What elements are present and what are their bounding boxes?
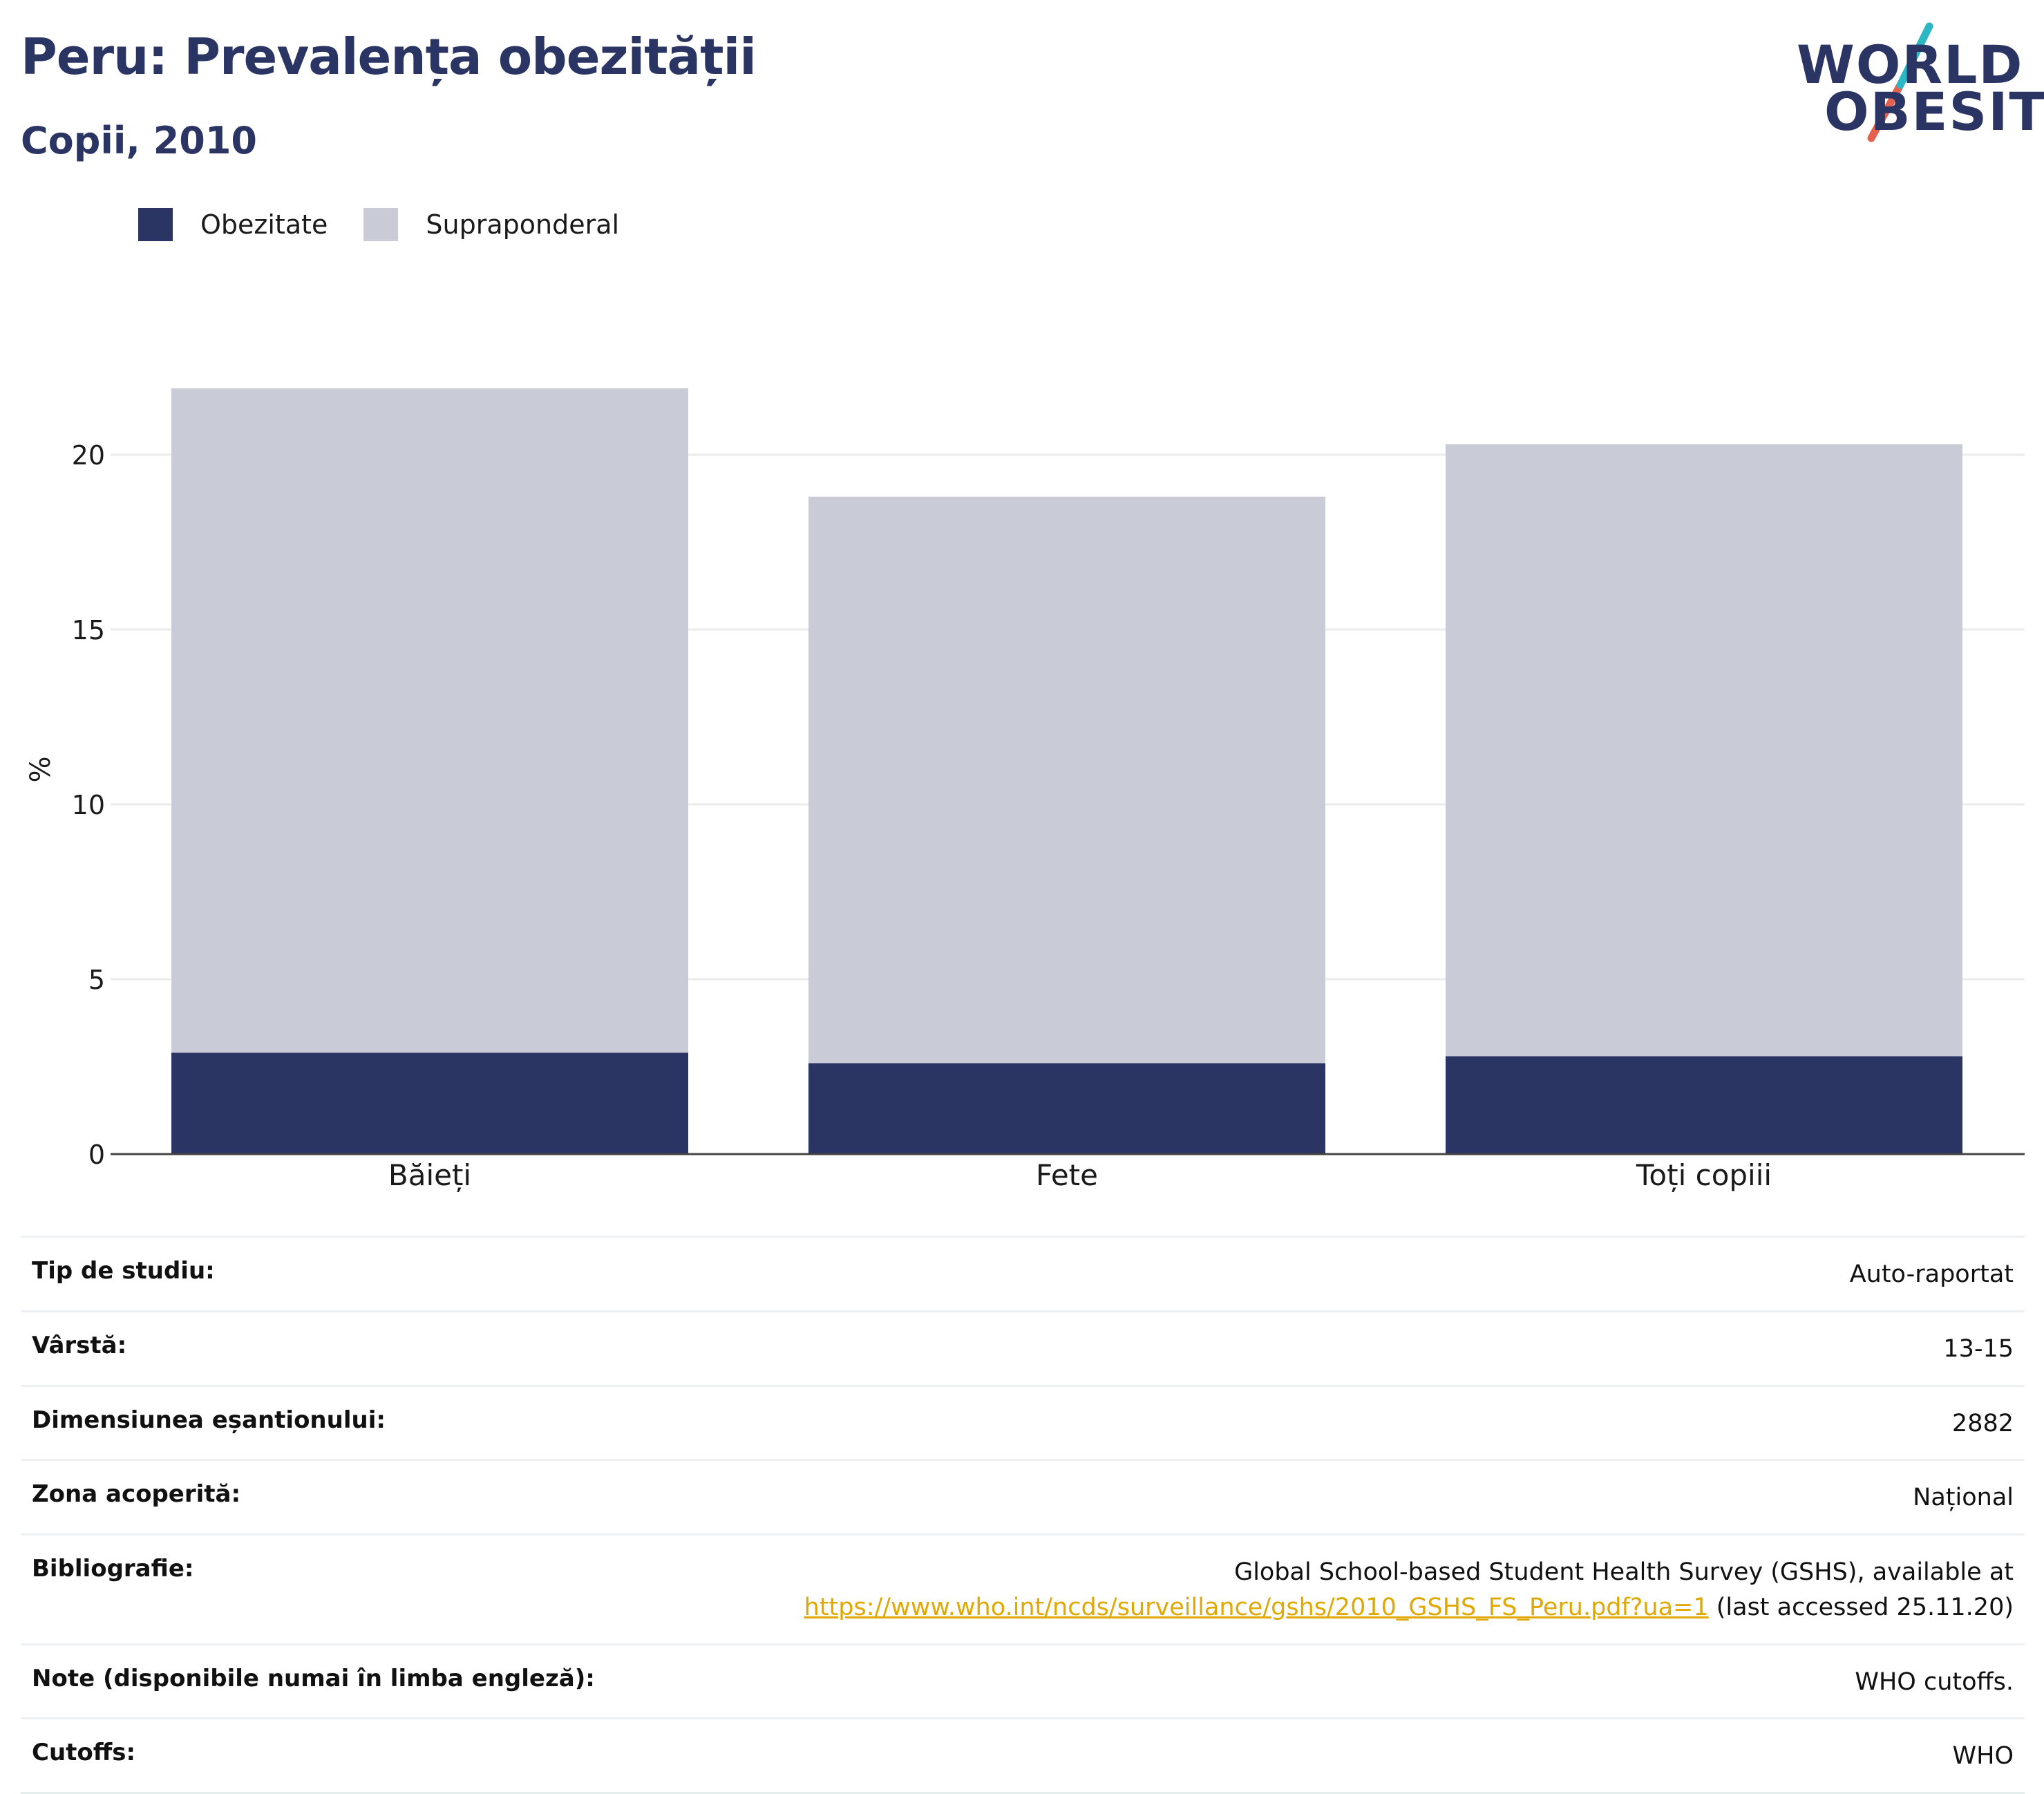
info-value: 13-15 (1943, 1334, 2014, 1363)
legend-swatch-obesity (138, 208, 173, 241)
legend-item-overweight[interactable]: Supraponderal (363, 208, 619, 241)
bibliography-link[interactable]: https://www.who.int/ncds/surveillance/gs… (804, 1593, 1709, 1621)
info-row-sample-size: Dimensiunea eșantionului: 2882 (21, 1384, 2025, 1460)
bar-overweight (808, 496, 1325, 1064)
info-value: Național (1913, 1484, 2014, 1512)
legend-item-obesity[interactable]: Obezitate (138, 208, 328, 241)
bibliography-text: Global School-based Student Health Surve… (1234, 1558, 2014, 1586)
info-value-bibliography: Global School-based Student Health Surve… (804, 1555, 2014, 1625)
bar-obesity (171, 1052, 688, 1154)
logo-line2: OBESITY (1824, 81, 2044, 142)
logo-slash-icon (1867, 22, 1933, 142)
info-value: Auto-raportat (1849, 1260, 2014, 1288)
bar-obesity (1446, 1056, 1962, 1154)
y-tick-label: 10 (72, 790, 105, 820)
chart-subtitle: Copii, 2010 (21, 119, 258, 162)
y-tick-label: 5 (88, 965, 105, 995)
legend-swatch-overweight (363, 208, 399, 241)
info-row-age: Vârstă: 13-15 (21, 1310, 2025, 1385)
y-tick-label: 0 (88, 1140, 105, 1170)
y-tick-label: 20 (72, 440, 105, 471)
info-row-study-type: Tip de studiu: Auto-raportat (21, 1236, 2025, 1310)
info-key: Tip de studiu: (32, 1257, 215, 1285)
info-row-bibliography: Bibliografie: Global School-based Studen… (21, 1533, 2025, 1643)
y-tick-label: 15 (72, 615, 105, 645)
info-value: WHO (1952, 1742, 2014, 1771)
bar-overweight (1446, 444, 1962, 1057)
bar-obesity (808, 1063, 1325, 1154)
bar-chart: 0 5 10 15 20% Băieți Fete Toți copiii (25, 388, 2025, 1192)
world-obesity-logo: WORLD OBESITY (1797, 19, 2044, 144)
chart-title: Peru: Prevalența obezității (21, 28, 757, 86)
legend-label-overweight: Supraponderal (426, 209, 620, 240)
study-info-table: Tip de studiu: Auto-raportat Vârstă: 13-… (21, 1236, 2025, 1794)
info-key: Vârstă: (32, 1331, 127, 1359)
y-axis-label: % (25, 756, 57, 782)
info-value: WHO cutoffs. (1855, 1668, 2014, 1696)
legend-label-obesity: Obezitate (200, 209, 328, 240)
info-key: Bibliografie: (32, 1555, 194, 1583)
info-key: Dimensiunea eșantionului: (32, 1406, 386, 1434)
info-row-cutoffs: Cutoffs: WHO (21, 1717, 2025, 1794)
info-value: 2882 (1951, 1409, 2014, 1437)
logo-line1: WORLD (1797, 34, 2024, 95)
bar-overweight (171, 388, 688, 1053)
info-row-area: Zona acoperită: Național (21, 1459, 2025, 1533)
legend: Obezitate Supraponderal (138, 206, 655, 243)
x-tick-label: Băieți (388, 1158, 471, 1192)
info-row-notes: Note (disponibile numai în limba engleză… (21, 1643, 2025, 1718)
info-key: Note (disponibile numai în limba engleză… (32, 1664, 595, 1692)
x-tick-label: Fete (1036, 1158, 1098, 1192)
info-key: Zona acoperită: (32, 1480, 241, 1509)
bibliography-accessed: (last accessed 25.11.20) (1708, 1593, 2014, 1621)
info-key: Cutoffs: (32, 1739, 136, 1767)
x-tick-label: Toți copiii (1636, 1158, 1772, 1192)
